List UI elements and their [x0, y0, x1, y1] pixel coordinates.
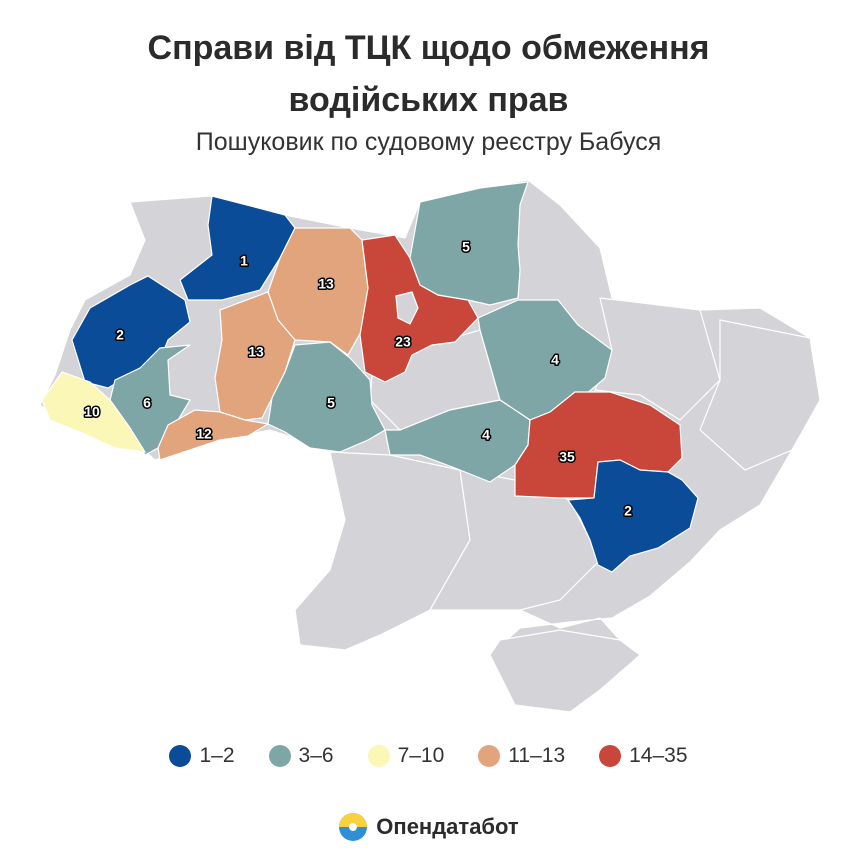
legend-item: 1–2	[169, 744, 235, 768]
title-line-1: Справи від ТЦК щодо обмеження	[147, 29, 710, 67]
label-lvivska: 2	[116, 327, 124, 343]
legend-swatch-14-35	[599, 745, 622, 767]
kyiv-city	[395, 291, 419, 325]
legend-item: 11–13	[478, 744, 565, 768]
crimea-shape	[489, 629, 641, 713]
label-kirovohradska: 4	[482, 427, 490, 443]
oblast-gray-south-1	[294, 451, 471, 651]
label-chernivetska: 12	[196, 426, 212, 442]
oblast-chernihivska	[409, 181, 529, 306]
legend-item: 7–10	[367, 744, 445, 768]
legend-swatch-11-13	[478, 745, 501, 767]
oblast-chernivetska	[157, 409, 270, 461]
label-khmelnytska: 13	[248, 344, 264, 360]
region-labels: 1 13 13 2 6 13 10 12 5 23 5 4 4 35 2	[83, 237, 634, 520]
oblast-zakarpatska	[41, 371, 147, 453]
label-rivnenska: 13	[318, 276, 334, 292]
label-poltavska: 4	[551, 352, 559, 368]
oblast-poltavska	[477, 299, 613, 421]
label-ternopilska: 6	[143, 395, 151, 411]
chart-title: Справи від ТЦК щодо обмеження водійських…	[0, 22, 857, 126]
legend-swatch-3-6	[268, 745, 291, 767]
label-vinnytska: 5	[327, 395, 335, 411]
oblast-volynska	[179, 195, 296, 301]
oblast-gray-far-east	[699, 319, 821, 471]
map-legend: 1–2 3–6 7–10 11–13 14–35	[0, 744, 857, 768]
legend-item: 3–6	[268, 744, 334, 768]
legend-item: 14–35	[599, 744, 688, 768]
title-line-2: водійських прав	[288, 81, 569, 119]
legend-label: 11–13	[508, 744, 566, 767]
legend-label: 14–35	[629, 744, 688, 767]
legend-swatch-7-10	[367, 745, 390, 767]
legend-label: 3–6	[298, 744, 334, 767]
legend-swatch-1-2	[169, 745, 192, 767]
label-kyivska: 23	[395, 334, 411, 350]
label-zakarpatska: 10	[84, 404, 100, 420]
chart-subtitle: Пошуковик по судовому реєстру Бабуся	[195, 128, 662, 156]
brand-name: Опендатабот	[376, 814, 519, 839]
legend-label: 1–2	[199, 744, 235, 767]
label-volynska: 1	[240, 253, 248, 269]
ukraine-map: 1 13 13 2 6 13 10 12 5 23 5 4 4 35 2	[39, 179, 821, 713]
oblast-zaporizka	[566, 459, 699, 573]
label-dnipropetrovska: 35	[559, 449, 575, 465]
label-zaporizka: 2	[624, 503, 632, 519]
opendatabot-logo-icon	[339, 813, 368, 841]
brand-footer: Опендатабот	[0, 812, 857, 842]
oblast-vinnytska	[267, 341, 386, 453]
label-chernihivska: 5	[462, 239, 470, 255]
legend-label: 7–10	[397, 744, 445, 767]
oblast-khmelnytska	[214, 291, 296, 421]
